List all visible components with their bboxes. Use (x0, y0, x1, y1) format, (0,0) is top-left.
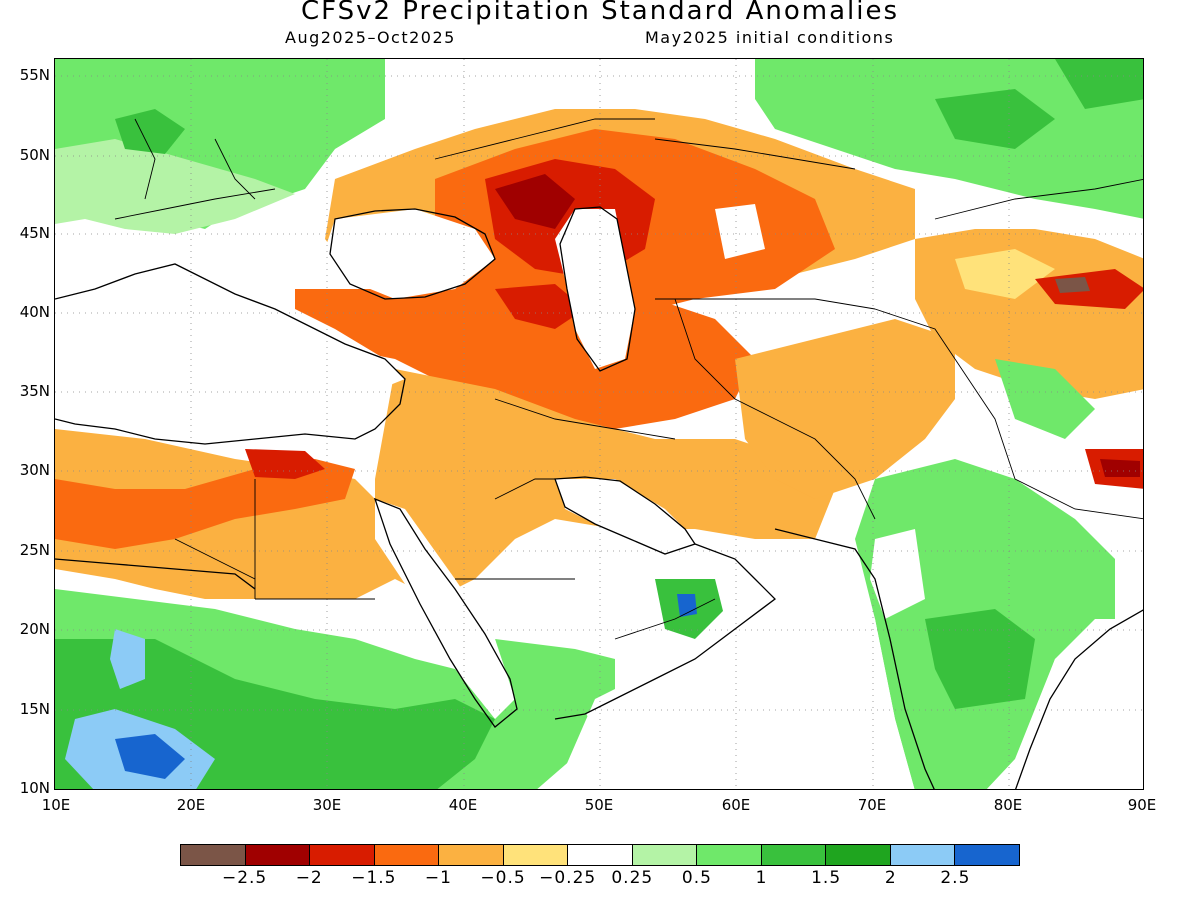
lat-label: 30N (19, 461, 50, 479)
colorbar-swatch (632, 845, 698, 865)
black-sea (325, 209, 495, 299)
lat-label: 35N (19, 382, 50, 400)
persian-gulf (555, 479, 695, 549)
region-siberia-green (755, 59, 1143, 219)
map-canvas (55, 59, 1143, 789)
colorbar-label: 2.5 (940, 868, 971, 888)
colorbar-label: −1 (424, 868, 452, 888)
chart-title: CFSv2 Precipitation Standard Anomalies (300, 0, 900, 26)
lon-label: 40E (448, 796, 478, 814)
colorbar (180, 844, 1020, 866)
region-nepal-darkred (1100, 459, 1140, 477)
lon-label: 80E (993, 796, 1023, 814)
initial-conditions: May2025 initial conditions (645, 28, 895, 47)
colorbar-swatch (374, 845, 440, 865)
mediterranean-sea (55, 259, 405, 439)
lat-label: 55N (19, 66, 50, 84)
forecast-period: Aug2025–Oct2025 (285, 28, 456, 47)
colorbar-label: −0.5 (480, 868, 526, 888)
colorbar-label: 2 (884, 868, 897, 888)
region-iran-orange (295, 279, 755, 429)
colorbar-label: −0.25 (539, 868, 597, 888)
colorbar-label: 0.5 (681, 868, 712, 888)
region-india-white (870, 529, 925, 619)
lat-label: 10N (19, 779, 50, 797)
lat-label: 40N (19, 303, 50, 321)
region-iran-red (495, 284, 585, 329)
grid-lines (55, 59, 1143, 789)
lon-label: 20E (176, 796, 206, 814)
region-sahel-blue2 (110, 629, 145, 689)
lat-label: 20N (19, 620, 50, 638)
colorbar-swatch (310, 845, 375, 865)
red-sea (375, 499, 515, 719)
region-europe-dark (115, 109, 185, 154)
region-egypt-red (245, 449, 325, 479)
bay-of-bengal (1015, 619, 1143, 789)
region-siberia-dark2 (1055, 59, 1143, 109)
lon-label: 50E (584, 796, 614, 814)
arabian-sea (555, 539, 915, 789)
colorbar-label: 1.5 (811, 868, 842, 888)
colorbar-swatch (890, 845, 956, 865)
region-libya-darkorange (55, 459, 355, 549)
coastlines (55, 206, 1143, 789)
colorbar-swatch (181, 845, 246, 865)
region-europe-lightgreen (55, 139, 295, 234)
region-afpak-orange (735, 319, 955, 499)
colorbar-swatch (245, 845, 311, 865)
colorbar-label: −2.5 (221, 868, 268, 888)
colorbar-label: 0.25 (611, 868, 654, 888)
colorbar-swatch (439, 845, 504, 865)
colorbar-swatch (955, 845, 1019, 865)
region-tibet-lightorange (955, 249, 1055, 299)
anomaly-map (54, 58, 1144, 790)
region-caspian-darkred (495, 174, 575, 229)
colorbar-swatch (697, 845, 762, 865)
country-borders (114, 118, 1143, 640)
aral-sea (715, 204, 765, 259)
colorbar-label: 1 (755, 868, 768, 888)
colorbar-swatch (826, 845, 891, 865)
region-tibet-green (995, 359, 1095, 439)
lon-label: 60E (721, 796, 751, 814)
lon-label: 10E (41, 796, 71, 814)
lat-label: 25N (19, 541, 50, 559)
lat-label: 45N (19, 224, 50, 242)
region-yemen-green (495, 639, 615, 719)
colorbar-swatch (568, 845, 633, 865)
region-india-darkgreen (925, 609, 1035, 709)
region-oman-blue (677, 594, 697, 617)
region-tibet-brown (1055, 277, 1090, 293)
lat-label: 15N (19, 700, 50, 718)
colorbar-label: −2 (295, 868, 323, 888)
region-siberia-dark (935, 89, 1055, 149)
colorbar-swatch (503, 845, 569, 865)
colorbar-label: −1.5 (351, 868, 397, 888)
region-sahel-darkblue (115, 734, 185, 779)
lon-label: 90E (1127, 796, 1157, 814)
lat-label: 50N (19, 146, 50, 164)
lon-label: 70E (857, 796, 887, 814)
colorbar-swatch (761, 845, 827, 865)
lon-label: 30E (312, 796, 342, 814)
